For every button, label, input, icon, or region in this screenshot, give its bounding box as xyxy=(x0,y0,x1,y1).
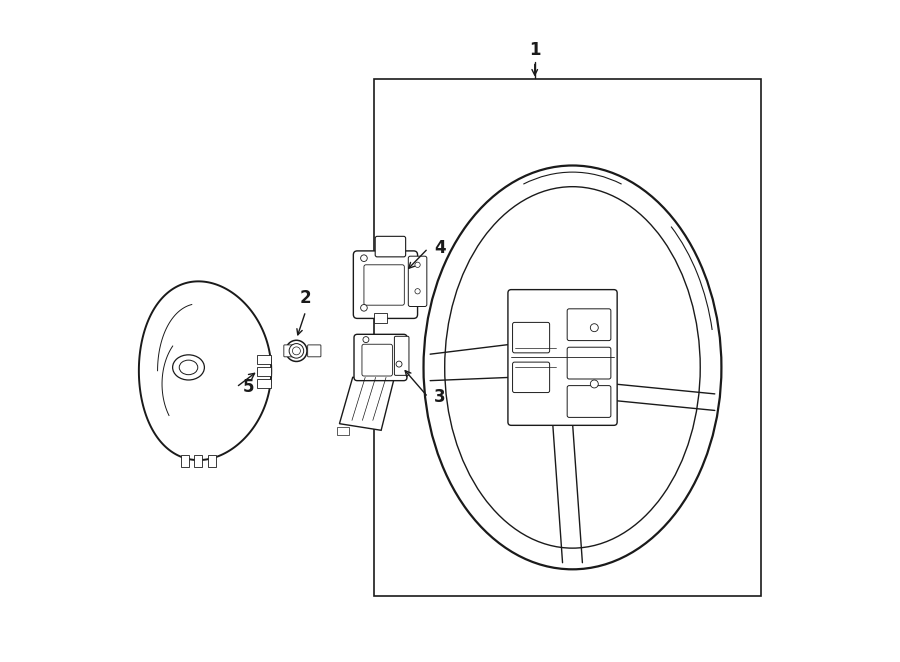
Text: 4: 4 xyxy=(435,239,446,258)
Bar xyxy=(208,455,216,467)
Polygon shape xyxy=(339,377,394,430)
Ellipse shape xyxy=(292,347,301,355)
FancyBboxPatch shape xyxy=(354,334,407,381)
Ellipse shape xyxy=(363,336,369,343)
Bar xyxy=(338,427,349,435)
Ellipse shape xyxy=(361,305,367,311)
FancyBboxPatch shape xyxy=(508,290,617,425)
Ellipse shape xyxy=(415,289,420,294)
FancyBboxPatch shape xyxy=(513,322,550,353)
Ellipse shape xyxy=(396,361,402,367)
Ellipse shape xyxy=(424,166,722,569)
Ellipse shape xyxy=(361,255,367,261)
Text: 2: 2 xyxy=(300,289,311,307)
Bar xyxy=(374,313,387,323)
Text: 3: 3 xyxy=(435,388,446,406)
Ellipse shape xyxy=(173,355,204,380)
Ellipse shape xyxy=(179,360,198,375)
Ellipse shape xyxy=(590,324,598,332)
FancyBboxPatch shape xyxy=(513,362,550,393)
FancyBboxPatch shape xyxy=(364,265,404,305)
FancyBboxPatch shape xyxy=(567,385,611,417)
Bar xyxy=(374,79,761,596)
FancyBboxPatch shape xyxy=(284,345,297,357)
FancyBboxPatch shape xyxy=(362,344,392,376)
FancyBboxPatch shape xyxy=(354,251,418,318)
Bar xyxy=(181,455,189,467)
Text: 1: 1 xyxy=(529,40,541,59)
Bar xyxy=(256,355,271,364)
Ellipse shape xyxy=(415,262,420,267)
FancyBboxPatch shape xyxy=(394,336,409,375)
Text: 5: 5 xyxy=(242,378,254,397)
Bar xyxy=(256,367,271,376)
Polygon shape xyxy=(139,281,271,460)
FancyBboxPatch shape xyxy=(567,347,611,379)
FancyBboxPatch shape xyxy=(375,236,406,257)
Bar xyxy=(256,379,271,388)
Ellipse shape xyxy=(289,344,303,358)
Ellipse shape xyxy=(286,340,307,361)
Ellipse shape xyxy=(445,187,700,548)
FancyBboxPatch shape xyxy=(308,345,321,357)
FancyBboxPatch shape xyxy=(567,308,611,340)
Bar xyxy=(194,455,202,467)
Ellipse shape xyxy=(590,380,598,388)
FancyBboxPatch shape xyxy=(409,256,427,307)
